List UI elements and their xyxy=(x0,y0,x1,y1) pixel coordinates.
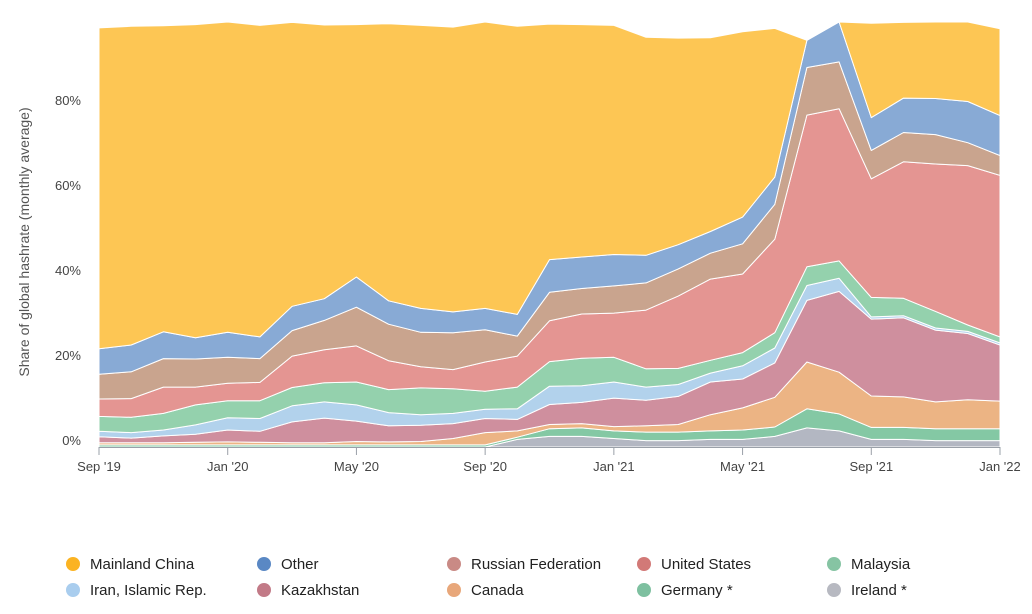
legend-marker xyxy=(257,583,271,597)
legend-item-germany[interactable]: Germany * xyxy=(637,580,733,600)
legend-label: United States xyxy=(661,555,752,573)
legend-item-united-states[interactable]: United States xyxy=(637,554,751,574)
legend-label: Mainland China xyxy=(90,555,195,573)
x-tick-label: May '20 xyxy=(334,459,379,474)
legend-item-ireland[interactable]: Ireland * xyxy=(827,580,907,600)
legend-marker xyxy=(637,583,651,597)
legend-label: Russian Federation xyxy=(471,555,602,573)
x-tick-label: Jan '20 xyxy=(207,459,249,474)
x-tick-label: Jan '22 xyxy=(979,459,1021,474)
legend: Mainland China Other Russian Federation Uni… xyxy=(0,548,1032,608)
legend-item-iran-islamic-rep[interactable]: Iran, Islamic Rep. xyxy=(66,580,207,600)
legend-label: Canada xyxy=(471,581,524,599)
x-tick-label: Sep '19 xyxy=(77,459,121,474)
x-tick-label: Sep '20 xyxy=(463,459,507,474)
legend-label: Other xyxy=(281,555,319,573)
x-tick-label: Sep '21 xyxy=(849,459,893,474)
legend-item-russian-federation[interactable]: Russian Federation xyxy=(447,554,601,574)
chart-area: Sep '19 Jan '20 May '20 Sep '20 Jan '21 May '… xyxy=(16,22,1021,474)
legend-item-canada[interactable]: Canada xyxy=(447,580,524,600)
legend-label: Germany * xyxy=(661,581,733,599)
plot-area xyxy=(99,22,1000,447)
legend-marker xyxy=(637,557,651,571)
legend-marker xyxy=(66,557,80,571)
legend-item-mainland-china[interactable]: Mainland China xyxy=(66,554,194,574)
legend-label: Ireland * xyxy=(851,581,907,599)
legend-marker xyxy=(827,557,841,571)
y-tick-label: 80% xyxy=(55,93,81,108)
legend-label: Malaysia xyxy=(851,555,911,573)
y-tick-label: 60% xyxy=(55,178,81,193)
legend-label: Iran, Islamic Rep. xyxy=(90,581,207,599)
series-area-mainland-china[interactable] xyxy=(99,22,1000,350)
x-tick-label: Jan '21 xyxy=(593,459,635,474)
legend-marker xyxy=(257,557,271,571)
x-axis: Sep '19 Jan '20 May '20 Sep '20 Jan '21 May '… xyxy=(77,447,1021,474)
legend-item-malaysia[interactable]: Malaysia xyxy=(827,554,910,574)
legend-label: Kazakhstan xyxy=(281,581,360,599)
legend-item-other[interactable]: Other xyxy=(257,554,319,574)
stacked-area-chart: Sep '19 Jan '20 May '20 Sep '20 Jan '21 May '… xyxy=(16,22,1021,474)
legend-marker xyxy=(827,583,841,597)
legend-marker xyxy=(66,583,80,597)
legend-marker xyxy=(447,557,461,571)
y-axis-label: Share of global hashrate (monthly averag… xyxy=(16,107,32,376)
y-tick-label: 0% xyxy=(62,433,81,448)
y-tick-label: 40% xyxy=(55,263,81,278)
legend-item-kazakhstan[interactable]: Kazakhstan xyxy=(257,580,359,600)
legend-marker xyxy=(447,583,461,597)
x-tick-label: May '21 xyxy=(720,459,765,474)
y-axis: 0% 20% 40% 60% 80% xyxy=(55,93,81,448)
series-area-ireland[interactable] xyxy=(99,427,1000,447)
y-tick-label: 20% xyxy=(55,348,81,363)
